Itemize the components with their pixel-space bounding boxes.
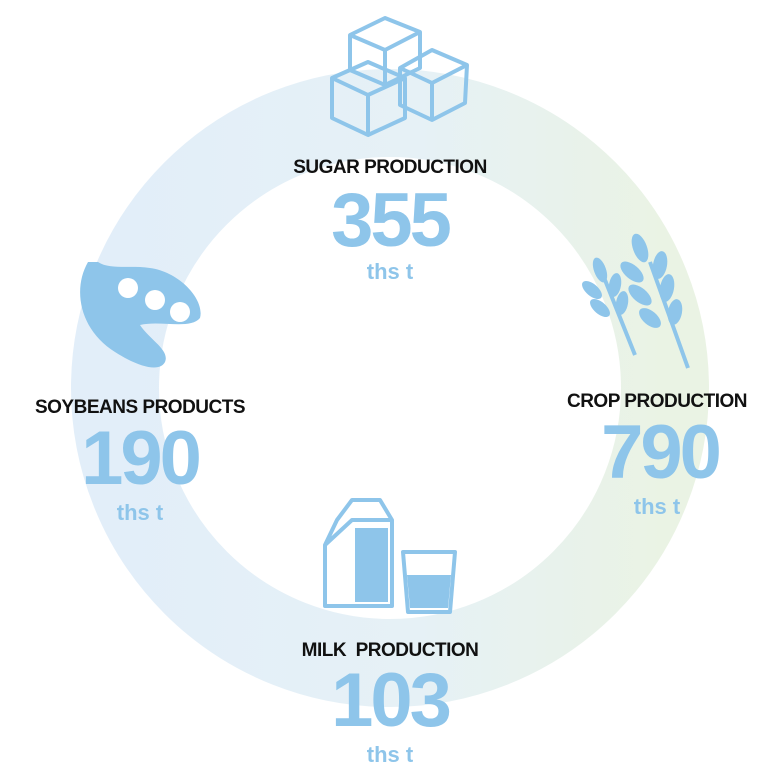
unit: ths t xyxy=(117,500,164,525)
soybean-icon xyxy=(80,262,201,368)
sugar-icon xyxy=(330,16,469,137)
label: MILK PRODUCTION xyxy=(302,640,479,661)
label: SUGAR PRODUCTION xyxy=(293,157,487,178)
milk-icon xyxy=(323,498,457,614)
value: 355 xyxy=(331,178,451,263)
sugar-block: SUGAR PRODUCTION 355 ths t xyxy=(293,157,487,284)
value: 103 xyxy=(331,658,450,743)
crop-block: CROP PRODUCTION 790 ths t xyxy=(567,391,748,519)
unit: ths t xyxy=(367,259,414,284)
milk-block: MILK PRODUCTION 103 ths t xyxy=(302,640,479,767)
label: SOYBEANS PRODUCTS xyxy=(35,397,245,418)
unit: ths t xyxy=(634,494,681,519)
value: 190 xyxy=(81,416,200,501)
label: CROP PRODUCTION xyxy=(567,391,747,412)
value: 790 xyxy=(601,410,720,495)
soybeans-block: SOYBEANS PRODUCTS 190 ths t xyxy=(35,397,246,525)
unit: ths t xyxy=(367,742,414,767)
ring xyxy=(71,69,709,707)
wheat-icon xyxy=(582,233,690,369)
